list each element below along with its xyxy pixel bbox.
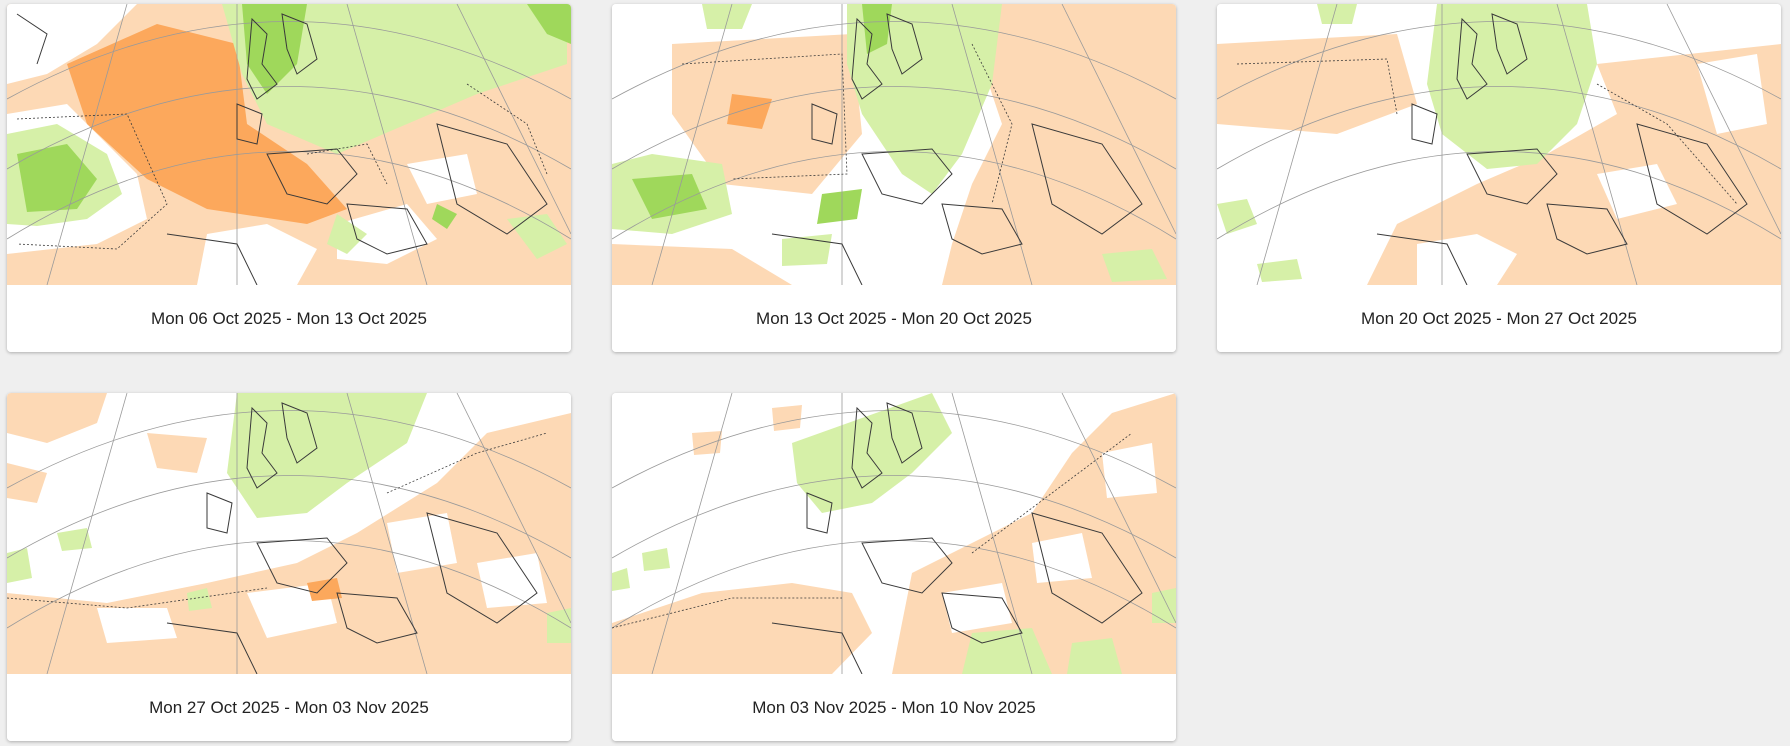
- forecast-period-label: Mon 13 Oct 2025 - Mon 20 Oct 2025: [612, 285, 1176, 352]
- forecast-card-week-4[interactable]: Mon 27 Oct 2025 - Mon 03 Nov 2025: [7, 393, 571, 741]
- anomaly-map-week-2: [612, 4, 1176, 285]
- forecast-period-label: Mon 20 Oct 2025 - Mon 27 Oct 2025: [1217, 285, 1781, 352]
- forecast-period-label: Mon 27 Oct 2025 - Mon 03 Nov 2025: [7, 674, 571, 741]
- forecast-card-week-1[interactable]: Mon 06 Oct 2025 - Mon 13 Oct 2025: [7, 4, 571, 352]
- forecast-card-week-3[interactable]: Mon 20 Oct 2025 - Mon 27 Oct 2025: [1217, 4, 1781, 352]
- anomaly-map-week-5: [612, 393, 1176, 674]
- forecast-card-week-5[interactable]: Mon 03 Nov 2025 - Mon 10 Nov 2025: [612, 393, 1176, 741]
- forecast-card-week-2[interactable]: Mon 13 Oct 2025 - Mon 20 Oct 2025: [612, 4, 1176, 352]
- forecast-period-label: Mon 03 Nov 2025 - Mon 10 Nov 2025: [612, 674, 1176, 741]
- anomaly-map-week-1: [7, 4, 571, 285]
- forecast-period-label: Mon 06 Oct 2025 - Mon 13 Oct 2025: [7, 285, 571, 352]
- anomaly-map-week-3: [1217, 4, 1781, 285]
- anomaly-map-week-4: [7, 393, 571, 674]
